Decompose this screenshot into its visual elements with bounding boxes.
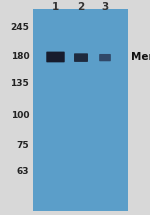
- Bar: [33, 9, 128, 211]
- Text: 1: 1: [52, 2, 59, 12]
- FancyBboxPatch shape: [74, 53, 88, 62]
- Text: 245: 245: [10, 23, 29, 32]
- Text: 2: 2: [77, 2, 85, 12]
- FancyBboxPatch shape: [99, 54, 111, 61]
- Text: MerTK: MerTK: [131, 52, 150, 62]
- Text: 75: 75: [17, 141, 29, 150]
- Text: 180: 180: [11, 52, 29, 61]
- Text: 135: 135: [11, 79, 29, 88]
- Text: 3: 3: [101, 2, 109, 12]
- FancyBboxPatch shape: [46, 52, 65, 62]
- Text: 100: 100: [11, 111, 29, 120]
- Text: 63: 63: [17, 167, 29, 177]
